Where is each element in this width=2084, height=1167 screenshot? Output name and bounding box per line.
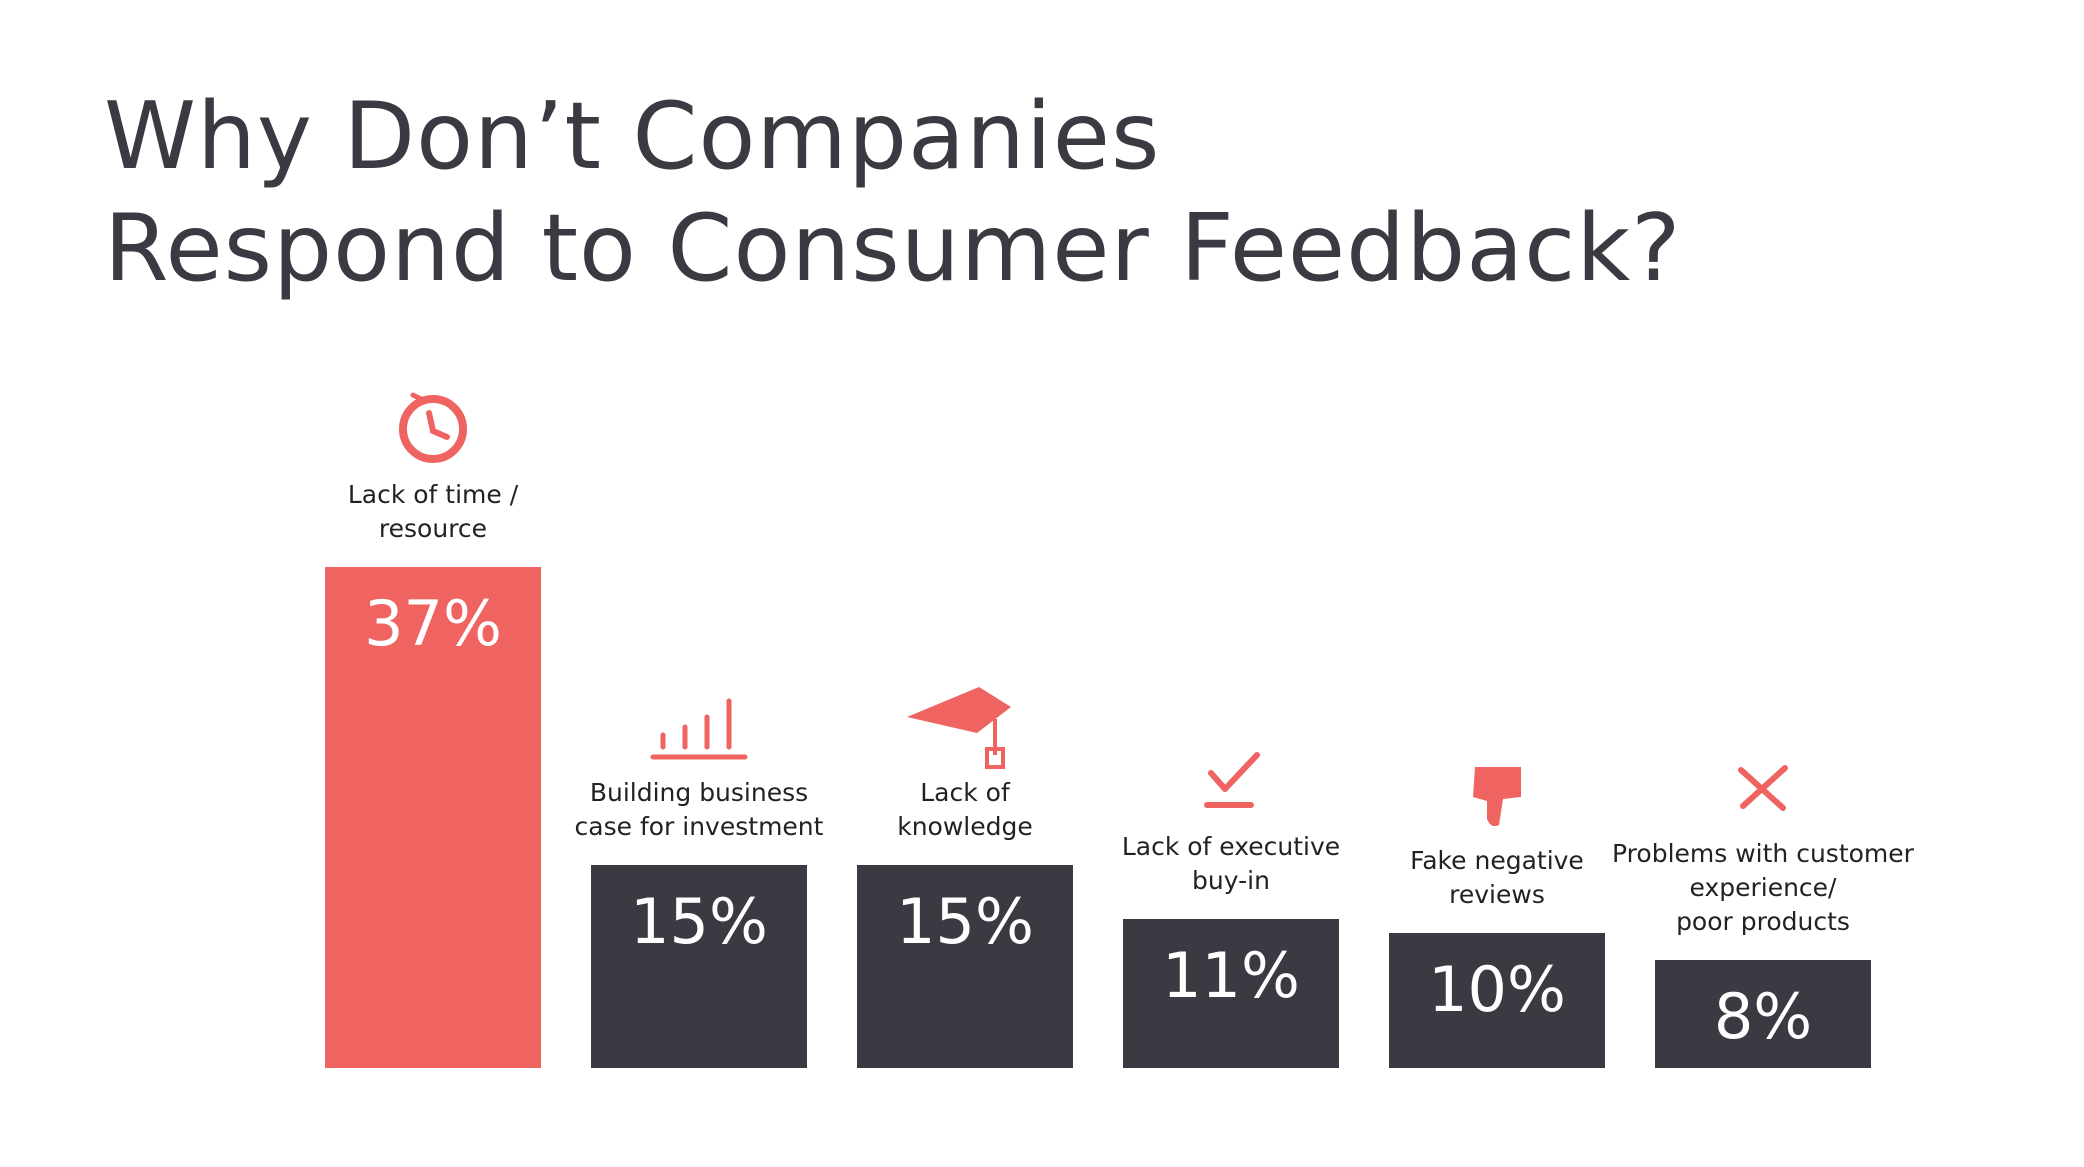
value-label-5: 8% xyxy=(1714,980,1812,1053)
category-label-4-line-1: reviews xyxy=(1449,880,1545,909)
category-label-1-line-1: case for investment xyxy=(575,812,824,841)
bar-4 xyxy=(1389,933,1605,1068)
bar-3 xyxy=(1123,919,1339,1068)
value-label-0: 37% xyxy=(364,587,502,660)
value-label-2: 15% xyxy=(896,885,1034,958)
category-label-0-line-0: Lack of time / xyxy=(348,480,519,509)
chart-title: Why Don’t Companies Respond to Consumer … xyxy=(104,80,1682,304)
bar-0 xyxy=(325,567,541,1068)
value-label-1: 15% xyxy=(630,885,768,958)
category-label-3-line-1: buy-in xyxy=(1192,866,1270,895)
category-label-5-line-2: poor products xyxy=(1676,907,1850,936)
thumbs-down-icon xyxy=(1473,767,1521,827)
bar-1 xyxy=(591,865,807,1068)
clock-icon xyxy=(399,392,467,463)
bar-5 xyxy=(1655,960,1871,1068)
category-label-2-line-0: Lack of xyxy=(920,778,1011,807)
value-label-3: 11% xyxy=(1162,939,1300,1012)
category-label-1-line-0: Building business xyxy=(590,778,808,807)
x-mark-icon xyxy=(1738,765,1788,811)
chart-title-line-2: Respond to Consumer Feedback? xyxy=(104,194,1682,302)
bar-2 xyxy=(857,865,1073,1068)
graduation-cap-icon xyxy=(907,687,1011,769)
chart-title-line-1: Why Don’t Companies xyxy=(104,82,1161,190)
category-label-3-line-0: Lack of executive xyxy=(1122,832,1340,861)
bar-chart-icon xyxy=(650,698,748,760)
category-label-4-line-0: Fake negative xyxy=(1410,846,1584,875)
category-label-0-line-1: resource xyxy=(379,514,487,543)
checkmark-icon xyxy=(1204,752,1260,808)
category-label-5-line-1: experience/ xyxy=(1690,873,1838,902)
category-label-5-line-0: Problems with customer xyxy=(1612,839,1915,868)
category-label-2-line-1: knowledge xyxy=(897,812,1033,841)
value-label-4: 10% xyxy=(1428,953,1566,1026)
